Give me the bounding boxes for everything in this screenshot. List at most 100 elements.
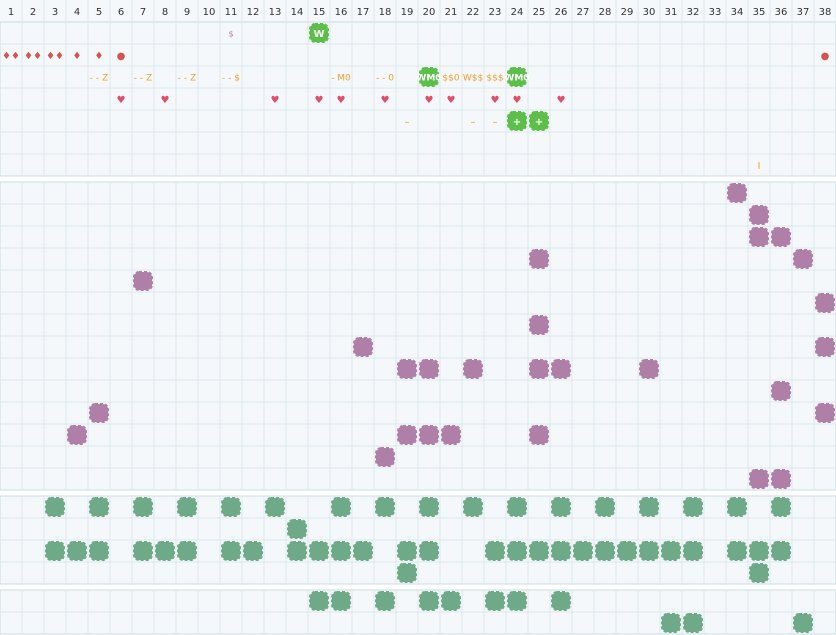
purple-note[interactable]: [89, 403, 109, 423]
column-number: 8: [162, 7, 168, 18]
purple-note[interactable]: [529, 315, 549, 335]
purple-note[interactable]: [529, 249, 549, 269]
green-note[interactable]: [793, 613, 813, 633]
green-note[interactable]: [661, 541, 681, 561]
green-note[interactable]: [375, 497, 395, 517]
purple-note[interactable]: [463, 359, 483, 379]
green-note[interactable]: [221, 497, 241, 517]
green-note[interactable]: [485, 591, 505, 611]
green-note[interactable]: [551, 591, 571, 611]
green-note[interactable]: [463, 497, 483, 517]
purple-note[interactable]: [419, 359, 439, 379]
green-cell[interactable]: [529, 111, 549, 131]
green-note[interactable]: [661, 613, 681, 633]
green-note[interactable]: [639, 497, 659, 517]
green-note[interactable]: [331, 497, 351, 517]
purple-note[interactable]: [639, 359, 659, 379]
green-note[interactable]: [419, 541, 439, 561]
purple-note[interactable]: [353, 337, 373, 357]
green-cell[interactable]: [309, 23, 329, 43]
green-note[interactable]: [595, 497, 615, 517]
green-note[interactable]: [419, 497, 439, 517]
green-note[interactable]: [331, 591, 351, 611]
purple-note[interactable]: [771, 227, 791, 247]
green-note[interactable]: [309, 541, 329, 561]
green-note[interactable]: [749, 541, 769, 561]
cell-symbol: - M0: [331, 74, 351, 84]
green-note[interactable]: [771, 497, 791, 517]
green-note[interactable]: [45, 541, 65, 561]
purple-note[interactable]: [441, 425, 461, 445]
green-note[interactable]: [771, 541, 791, 561]
purple-note[interactable]: [375, 447, 395, 467]
green-cell[interactable]: [419, 67, 439, 87]
green-note[interactable]: [507, 591, 527, 611]
green-cell[interactable]: [507, 67, 527, 87]
purple-note[interactable]: [67, 425, 87, 445]
green-note[interactable]: [265, 497, 285, 517]
green-note[interactable]: [397, 541, 417, 561]
green-note[interactable]: [353, 541, 373, 561]
purple-note[interactable]: [551, 359, 571, 379]
purple-note[interactable]: [749, 469, 769, 489]
cell-symbol: ♦♦: [24, 51, 42, 62]
green-note[interactable]: [551, 497, 571, 517]
green-note[interactable]: [221, 541, 241, 561]
green-note[interactable]: [419, 591, 439, 611]
purple-note[interactable]: [133, 271, 153, 291]
purple-note[interactable]: [529, 425, 549, 445]
green-note[interactable]: [133, 541, 153, 561]
purple-note[interactable]: [815, 337, 835, 357]
purple-note[interactable]: [727, 183, 747, 203]
green-note[interactable]: [177, 541, 197, 561]
green-note[interactable]: [89, 497, 109, 517]
green-note[interactable]: [89, 541, 109, 561]
green-note[interactable]: [155, 541, 175, 561]
cell-symbol: - - Z: [178, 74, 196, 84]
purple-note[interactable]: [529, 359, 549, 379]
green-note[interactable]: [441, 591, 461, 611]
purple-note[interactable]: [419, 425, 439, 445]
cell-symbol: ♥: [425, 95, 434, 106]
green-note[interactable]: [331, 541, 351, 561]
green-note[interactable]: [309, 591, 329, 611]
purple-note[interactable]: [815, 293, 835, 313]
purple-note[interactable]: [749, 205, 769, 225]
purple-note[interactable]: [771, 381, 791, 401]
green-note[interactable]: [683, 497, 703, 517]
purple-note[interactable]: [793, 249, 813, 269]
green-note[interactable]: [551, 541, 571, 561]
purple-note[interactable]: [815, 403, 835, 423]
purple-note[interactable]: [749, 227, 769, 247]
column-number: 5: [96, 7, 102, 18]
purple-note[interactable]: [397, 359, 417, 379]
green-note[interactable]: [375, 591, 395, 611]
green-note[interactable]: [639, 541, 659, 561]
purple-note[interactable]: [397, 425, 417, 445]
green-note[interactable]: [683, 541, 703, 561]
green-note[interactable]: [287, 541, 307, 561]
green-note[interactable]: [683, 613, 703, 633]
green-note[interactable]: [749, 563, 769, 583]
purple-note[interactable]: [771, 469, 791, 489]
green-note[interactable]: [243, 541, 263, 561]
green-note[interactable]: [133, 497, 153, 517]
green-note[interactable]: [397, 563, 417, 583]
column-number: 15: [313, 7, 326, 18]
green-note[interactable]: [287, 519, 307, 539]
cell-symbol: W$$: [463, 74, 483, 84]
green-note[interactable]: [177, 497, 197, 517]
green-note[interactable]: [507, 497, 527, 517]
green-note[interactable]: [595, 541, 615, 561]
column-number: 29: [621, 7, 634, 18]
green-note[interactable]: [485, 541, 505, 561]
green-note[interactable]: [507, 541, 527, 561]
green-note[interactable]: [45, 497, 65, 517]
green-note[interactable]: [617, 541, 637, 561]
green-note[interactable]: [529, 541, 549, 561]
green-note[interactable]: [727, 541, 747, 561]
green-note[interactable]: [67, 541, 87, 561]
green-note[interactable]: [727, 497, 747, 517]
green-note[interactable]: [573, 541, 593, 561]
green-cell[interactable]: [507, 111, 527, 131]
